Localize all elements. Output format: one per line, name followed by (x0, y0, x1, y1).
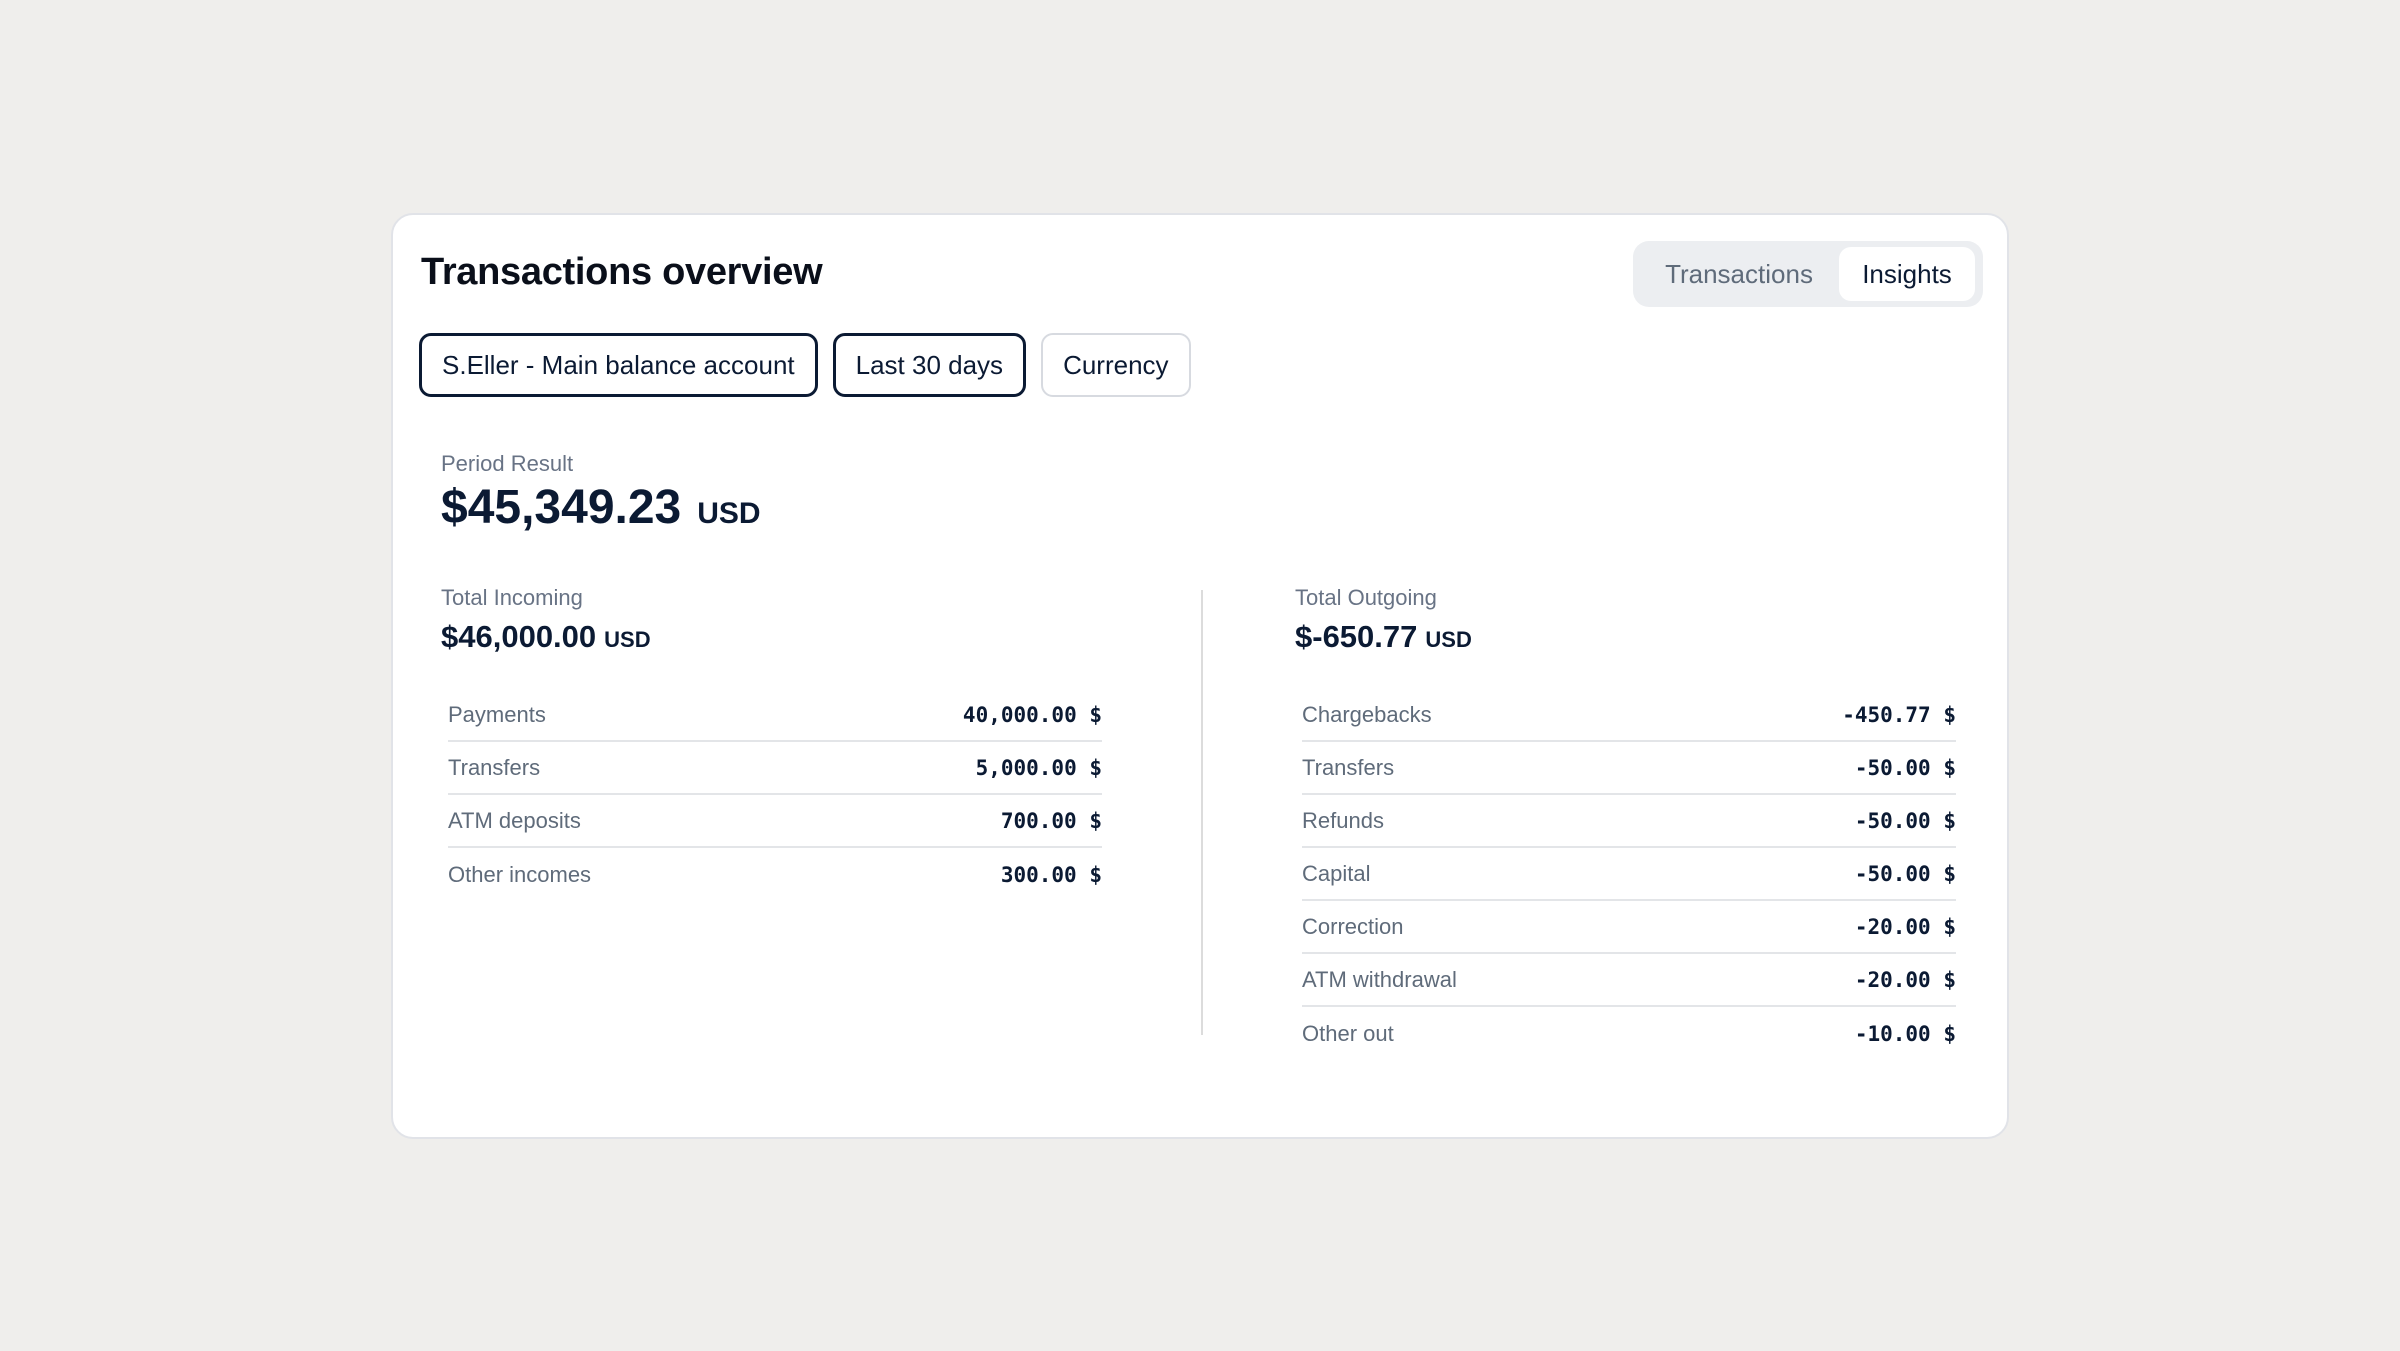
list-item: Other incomes 300.00 $ (448, 848, 1102, 901)
category-amount: -50.00 $ (1854, 755, 1956, 780)
category-name: Transfers (448, 754, 541, 780)
list-item: Transfers 5,000.00 $ (448, 742, 1102, 795)
total-incoming-value: $46,000.00 (441, 619, 597, 654)
tab-transactions[interactable]: Transactions (1665, 258, 1813, 289)
list-item: Other out -10.00 $ (1302, 1007, 1956, 1060)
date-range-filter[interactable]: Last 30 days (832, 333, 1027, 397)
outgoing-section: Total Outgoing $-650.77 USD Chargebacks … (1295, 585, 1960, 1060)
total-outgoing-amount: $-650.77 USD (1295, 619, 1960, 655)
tab-insights[interactable]: Insights (1839, 247, 1975, 301)
list-item: Correction -20.00 $ (1302, 901, 1956, 954)
category-amount: 40,000.00 $ (962, 702, 1102, 727)
list-item: Capital -50.00 $ (1302, 848, 1956, 901)
list-item: Chargebacks -450.77 $ (1302, 689, 1956, 742)
category-name: Other incomes (448, 861, 592, 887)
page-title: Transactions overview (421, 251, 823, 293)
total-incoming-currency: USD (604, 627, 651, 652)
list-item: Refunds -50.00 $ (1302, 795, 1956, 848)
category-amount: -450.77 $ (1842, 702, 1956, 727)
category-amount: -20.00 $ (1854, 967, 1956, 992)
list-item: ATM withdrawal -20.00 $ (1302, 954, 1956, 1007)
outgoing-breakdown-list: Chargebacks -450.77 $ Transfers -50.00 $… (1302, 689, 1956, 1060)
total-incoming-label: Total Incoming (441, 585, 583, 610)
total-incoming-amount: $46,000.00 USD (441, 619, 1106, 655)
category-amount: 300.00 $ (1000, 862, 1102, 887)
period-result-currency: USD (697, 497, 761, 530)
category-amount: -20.00 $ (1854, 914, 1956, 939)
category-name: ATM deposits (448, 807, 581, 833)
category-amount: -50.00 $ (1854, 861, 1956, 886)
incoming-section: Total Incoming $46,000.00 USD Payments 4… (441, 585, 1106, 901)
filter-bar: S.Eller - Main balance account Last 30 d… (419, 333, 1191, 397)
total-outgoing-currency: USD (1425, 627, 1472, 652)
transactions-overview-card: Transactions overview Transactions Insig… (391, 213, 2009, 1139)
category-name: Payments (448, 701, 546, 727)
list-item: Transfers -50.00 $ (1302, 742, 1956, 795)
balance-account-filter[interactable]: S.Eller - Main balance account (419, 333, 818, 397)
period-result-value: $45,349.23 (441, 481, 682, 534)
category-amount: -10.00 $ (1854, 1021, 1956, 1046)
category-name: Refunds (1302, 807, 1384, 833)
category-name: Other out (1302, 1020, 1394, 1046)
category-amount: 700.00 $ (1000, 808, 1102, 833)
category-name: Correction (1302, 913, 1404, 939)
category-name: Transfers (1302, 754, 1395, 780)
incoming-breakdown-list: Payments 40,000.00 $ Transfers 5,000.00 … (448, 689, 1102, 901)
list-item: Payments 40,000.00 $ (448, 689, 1102, 742)
view-toggle: Transactions Insights (1633, 241, 1983, 307)
currency-filter[interactable]: Currency (1041, 333, 1191, 397)
total-outgoing-value: $-650.77 (1295, 619, 1418, 654)
category-name: Chargebacks (1302, 701, 1432, 727)
period-result-amount: $45,349.23 USD (441, 480, 761, 535)
category-amount: 5,000.00 $ (975, 755, 1102, 780)
category-name: Capital (1302, 860, 1371, 886)
category-name: ATM withdrawal (1302, 966, 1457, 992)
total-outgoing-label: Total Outgoing (1295, 585, 1437, 610)
column-divider (1201, 590, 1203, 1035)
list-item: ATM deposits 700.00 $ (448, 795, 1102, 848)
period-result-label: Period Result (441, 451, 574, 476)
category-amount: -50.00 $ (1854, 808, 1956, 833)
